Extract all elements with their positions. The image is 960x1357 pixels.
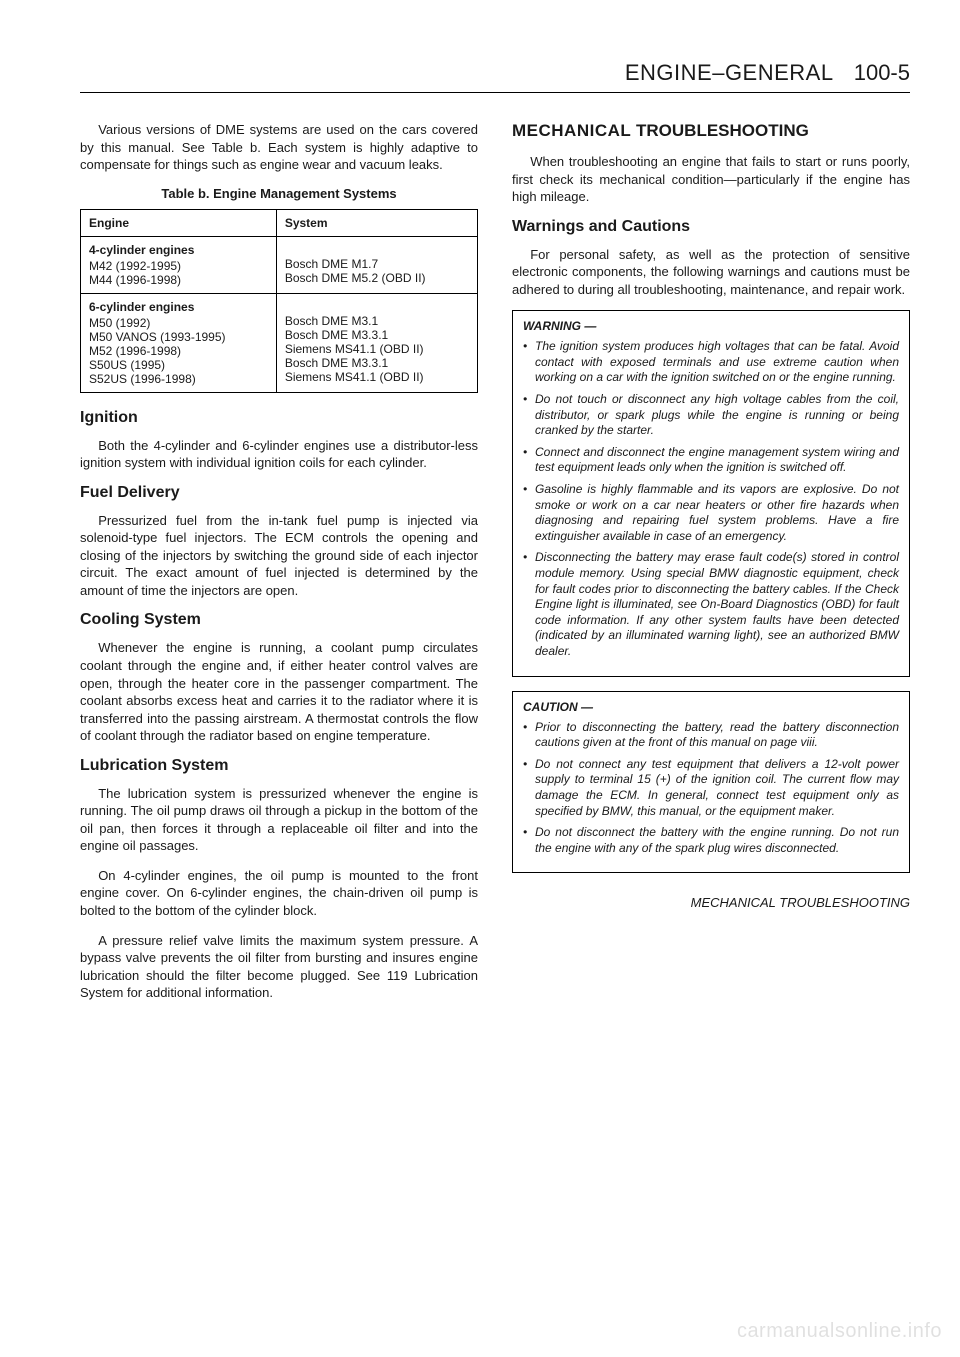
- lube-p2: On 4-cylinder engines, the oil pump is m…: [80, 867, 478, 920]
- intro-paragraph: Various versions of DME systems are used…: [80, 121, 478, 174]
- heading-cooling-system: Cooling System: [80, 611, 478, 629]
- cell-systems-4cyl: Bosch DME M1.7 Bosch DME M5.2 (OBD II): [276, 236, 477, 293]
- system-entry: Bosch DME M3.3.1: [285, 328, 469, 342]
- engine-entry: S52US (1996-1998): [89, 372, 268, 386]
- heading-mechanical-troubleshooting: MECHANICAL TROUBLESHOOTING: [512, 121, 910, 141]
- cell-systems-6cyl: Bosch DME M3.1 Bosch DME M3.3.1 Siemens …: [276, 293, 477, 392]
- system-entry: Bosch DME M3.1: [285, 314, 469, 328]
- heading-part-2: TROUBLESHOOTING: [631, 121, 809, 140]
- group-title-4cyl: 4-cylinder engines: [89, 243, 268, 257]
- mech-intro: When troubleshooting an engine that fail…: [512, 153, 910, 206]
- cell-engines-6cyl: 6-cylinder engines M50 (1992) M50 VANOS …: [81, 293, 277, 392]
- engine-entry: M50 (1992): [89, 316, 268, 330]
- lube-p1: The lubrication system is pressurized wh…: [80, 785, 478, 855]
- left-column: Various versions of DME systems are used…: [80, 121, 478, 1014]
- header-page: 100-5: [854, 60, 910, 85]
- caution-box-title: CAUTION —: [523, 700, 899, 714]
- warning-item: Do not touch or disconnect any high volt…: [523, 392, 899, 439]
- table-row: 6-cylinder engines M50 (1992) M50 VANOS …: [81, 293, 478, 392]
- caution-item: Prior to disconnecting the battery, read…: [523, 720, 899, 751]
- header-section: ENGINE–GENERAL: [625, 60, 834, 85]
- engine-entry: M52 (1996-1998): [89, 344, 268, 358]
- group-title-6cyl: 6-cylinder engines: [89, 300, 268, 314]
- table-row: 4-cylinder engines M42 (1992-1995) M44 (…: [81, 236, 478, 293]
- cooling-p1: Whenever the engine is running, a coolan…: [80, 639, 478, 744]
- th-engine: Engine: [81, 209, 277, 236]
- warning-box-title: WARNING —: [523, 319, 899, 333]
- engine-entry: M50 VANOS (1993-1995): [89, 330, 268, 344]
- warning-list: The ignition system produces high voltag…: [523, 339, 899, 659]
- right-column: MECHANICAL TROUBLESHOOTING When troubles…: [512, 121, 910, 1014]
- warning-box: WARNING — The ignition system produces h…: [512, 310, 910, 676]
- warnings-intro: For personal safety, as well as the prot…: [512, 246, 910, 299]
- engine-entry: M44 (1996-1998): [89, 273, 268, 287]
- heading-fuel-delivery: Fuel Delivery: [80, 484, 478, 502]
- engine-entry: S50US (1995): [89, 358, 268, 372]
- heading-ignition: Ignition: [80, 409, 478, 427]
- warning-item: Gasoline is highly flammable and its vap…: [523, 482, 899, 544]
- running-header: ENGINE–GENERAL 100-5: [80, 60, 910, 93]
- system-entry: Siemens MS41.1 (OBD II): [285, 370, 469, 384]
- warning-item: Disconnecting the battery may erase faul…: [523, 550, 899, 659]
- engine-management-table: Engine System 4-cylinder engines M42 (19…: [80, 209, 478, 393]
- heading-warnings-cautions: Warnings and Cautions: [512, 218, 910, 236]
- heading-part-1: MECHANICAL: [512, 121, 631, 140]
- engine-entry: M42 (1992-1995): [89, 259, 268, 273]
- caution-list: Prior to disconnecting the battery, read…: [523, 720, 899, 857]
- heading-lubrication-system: Lubrication System: [80, 757, 478, 775]
- system-entry: Bosch DME M3.3.1: [285, 356, 469, 370]
- system-entry: Bosch DME M1.7: [285, 257, 469, 271]
- caution-item: Do not connect any test equipment that d…: [523, 757, 899, 819]
- table-caption: Table b. Engine Management Systems: [80, 186, 478, 201]
- th-system: System: [276, 209, 477, 236]
- warning-item: The ignition system produces high voltag…: [523, 339, 899, 386]
- ignition-p1: Both the 4-cylinder and 6-cylinder engin…: [80, 437, 478, 472]
- watermark: carmanualsonline.info: [737, 1320, 942, 1343]
- fuel-p1: Pressurized fuel from the in-tank fuel p…: [80, 512, 478, 600]
- page: ENGINE–GENERAL 100-5 Various versions of…: [0, 0, 960, 1357]
- caution-box: CAUTION — Prior to disconnecting the bat…: [512, 691, 910, 874]
- caution-item: Do not disconnect the battery with the e…: [523, 825, 899, 856]
- footer-section-title: MECHANICAL TROUBLESHOOTING: [512, 895, 910, 910]
- two-column-layout: Various versions of DME systems are used…: [80, 121, 910, 1014]
- system-entry: Bosch DME M5.2 (OBD II): [285, 271, 469, 285]
- table-header-row: Engine System: [81, 209, 478, 236]
- warning-item: Connect and disconnect the engine manage…: [523, 445, 899, 476]
- system-entry: Siemens MS41.1 (OBD II): [285, 342, 469, 356]
- lube-p3: A pressure relief valve limits the maxim…: [80, 932, 478, 1002]
- cell-engines-4cyl: 4-cylinder engines M42 (1992-1995) M44 (…: [81, 236, 277, 293]
